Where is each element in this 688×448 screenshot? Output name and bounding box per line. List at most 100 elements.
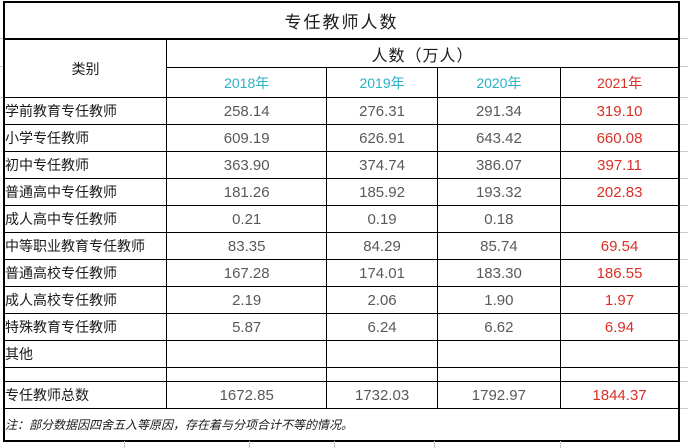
cell-value — [165, 367, 328, 382]
cell-value: 83.35 — [165, 232, 328, 260]
cell-value: 374.74 — [326, 151, 438, 179]
cell-value: 181.26 — [165, 178, 328, 206]
cell-value — [560, 205, 680, 233]
gridline-stub — [680, 232, 688, 233]
cell-value: 6.24 — [326, 313, 438, 341]
gridline-stub — [680, 205, 688, 206]
year-header-2019: 2019年 — [326, 67, 438, 98]
row-label: 中等职业教育专任教师 — [3, 232, 167, 260]
table-row: 成人高校专任教师 2.19 2.06 1.90 1.97 — [3, 286, 680, 314]
cell-value — [326, 340, 438, 368]
table-title: 专任教师人数 — [3, 1, 680, 40]
gridline-stub — [680, 151, 688, 152]
gridline-stub — [124, 441, 125, 448]
cell-value: 609.19 — [165, 124, 328, 152]
cell-value: 397.11 — [560, 151, 680, 179]
row-label — [3, 367, 167, 382]
gridline-stub — [560, 441, 561, 448]
cell-value: 2.19 — [165, 286, 328, 314]
row-label: 普通高校专任教师 — [3, 259, 167, 287]
cell-value: 0.19 — [326, 205, 438, 233]
cell-value: 6.62 — [436, 313, 562, 341]
gridline-stub — [434, 441, 435, 448]
cell-value — [436, 367, 562, 382]
gridline-stub — [680, 408, 688, 409]
cell-value: 193.32 — [436, 178, 562, 206]
gridline-stub — [680, 340, 688, 341]
gridline-stub — [680, 381, 688, 382]
gridline-stub — [680, 124, 688, 125]
cell-value: 1844.37 — [560, 381, 680, 409]
row-label: 小学专任教师 — [3, 124, 167, 152]
row-label: 普通高中专任教师 — [3, 178, 167, 206]
year-header-2021: 2021年 — [560, 67, 680, 98]
table-row: 中等职业教育专任教师 83.35 84.29 85.74 69.54 — [3, 232, 680, 260]
gridline-stub — [0, 66, 3, 67]
gridline-stub — [0, 38, 3, 39]
year-header-2020: 2020年 — [436, 67, 562, 98]
table-row: 普通高校专任教师 167.28 174.01 183.30 186.55 — [3, 259, 680, 287]
teacher-count-table: 专任教师人数 类别 人数（万人） 2018年 2019年 2020年 2021年… — [3, 1, 680, 442]
row-label: 成人高中专任教师 — [3, 205, 167, 233]
cell-value — [560, 340, 680, 368]
category-header: 类别 — [3, 38, 167, 98]
row-label: 其他 — [3, 340, 167, 368]
cell-value: 643.42 — [436, 124, 562, 152]
table-row: 初中专任教师 363.90 374.74 386.07 397.11 — [3, 151, 680, 179]
cell-value: 186.55 — [560, 259, 680, 287]
cell-value: 291.34 — [436, 97, 562, 125]
table-row: 成人高中专任教师 0.21 0.19 0.18 — [3, 205, 680, 233]
group-header: 人数（万人） — [165, 38, 680, 68]
cell-value: 276.31 — [326, 97, 438, 125]
cell-value: 363.90 — [165, 151, 328, 179]
row-label: 学前教育专任教师 — [3, 97, 167, 125]
table-row: 其他 — [3, 340, 680, 368]
gridline-stub — [680, 367, 688, 368]
cell-value — [326, 367, 438, 382]
cell-value: 660.08 — [560, 124, 680, 152]
gridline-stub — [680, 313, 688, 314]
cell-value: 69.54 — [560, 232, 680, 260]
gridline-stub — [680, 66, 688, 67]
cell-value: 0.21 — [165, 205, 328, 233]
table-row: 小学专任教师 609.19 626.91 643.42 660.08 — [3, 124, 680, 152]
gridline-stub — [680, 286, 688, 287]
data-table: 专任教师人数 类别 人数（万人） 2018年 2019年 2020年 2021年… — [3, 1, 680, 442]
row-label-total: 专任教师总数 — [3, 381, 167, 409]
cell-value: 6.94 — [560, 313, 680, 341]
cell-value: 185.92 — [326, 178, 438, 206]
cell-value: 0.18 — [436, 205, 562, 233]
year-header-2018: 2018年 — [165, 67, 328, 98]
cell-value: 167.28 — [165, 259, 328, 287]
footnote: 注：部分数据因四舍五入等原因，存在着与分项合计不等的情况。 — [3, 408, 680, 442]
gridline-stub — [680, 38, 688, 39]
row-label: 特殊教育专任教师 — [3, 313, 167, 341]
cell-value: 319.10 — [560, 97, 680, 125]
cell-value: 84.29 — [326, 232, 438, 260]
cell-value: 174.01 — [326, 259, 438, 287]
group-header-row: 类别 人数（万人） — [3, 38, 680, 98]
year-header-row: 2018年 2019年 2020年 2021年 — [4, 67, 680, 98]
gridline-stub — [249, 441, 250, 448]
cell-value: 2.06 — [326, 286, 438, 314]
note-row: 注：部分数据因四舍五入等原因，存在着与分项合计不等的情况。 — [3, 408, 680, 442]
cell-value: 1792.97 — [436, 381, 562, 409]
row-label: 成人高校专任教师 — [3, 286, 167, 314]
cell-value: 1.97 — [560, 286, 680, 314]
cell-value — [560, 367, 680, 382]
cell-value: 1732.03 — [326, 381, 438, 409]
cell-value: 183.30 — [436, 259, 562, 287]
cell-value: 5.87 — [165, 313, 328, 341]
gridline-stub — [680, 97, 688, 98]
cell-value: 386.07 — [436, 151, 562, 179]
title-row: 专任教师人数 — [3, 1, 680, 40]
table-row-blank — [3, 367, 680, 382]
table-row: 学前教育专任教师 258.14 276.31 291.34 319.10 — [3, 97, 680, 125]
cell-value: 258.14 — [165, 97, 328, 125]
cell-value: 1.90 — [436, 286, 562, 314]
gridline-stub — [680, 178, 688, 179]
cell-value: 202.83 — [560, 178, 680, 206]
cell-value: 626.91 — [326, 124, 438, 152]
table-row-total: 专任教师总数 1672.85 1732.03 1792.97 1844.37 — [3, 381, 680, 409]
cell-value: 1672.85 — [165, 381, 328, 409]
